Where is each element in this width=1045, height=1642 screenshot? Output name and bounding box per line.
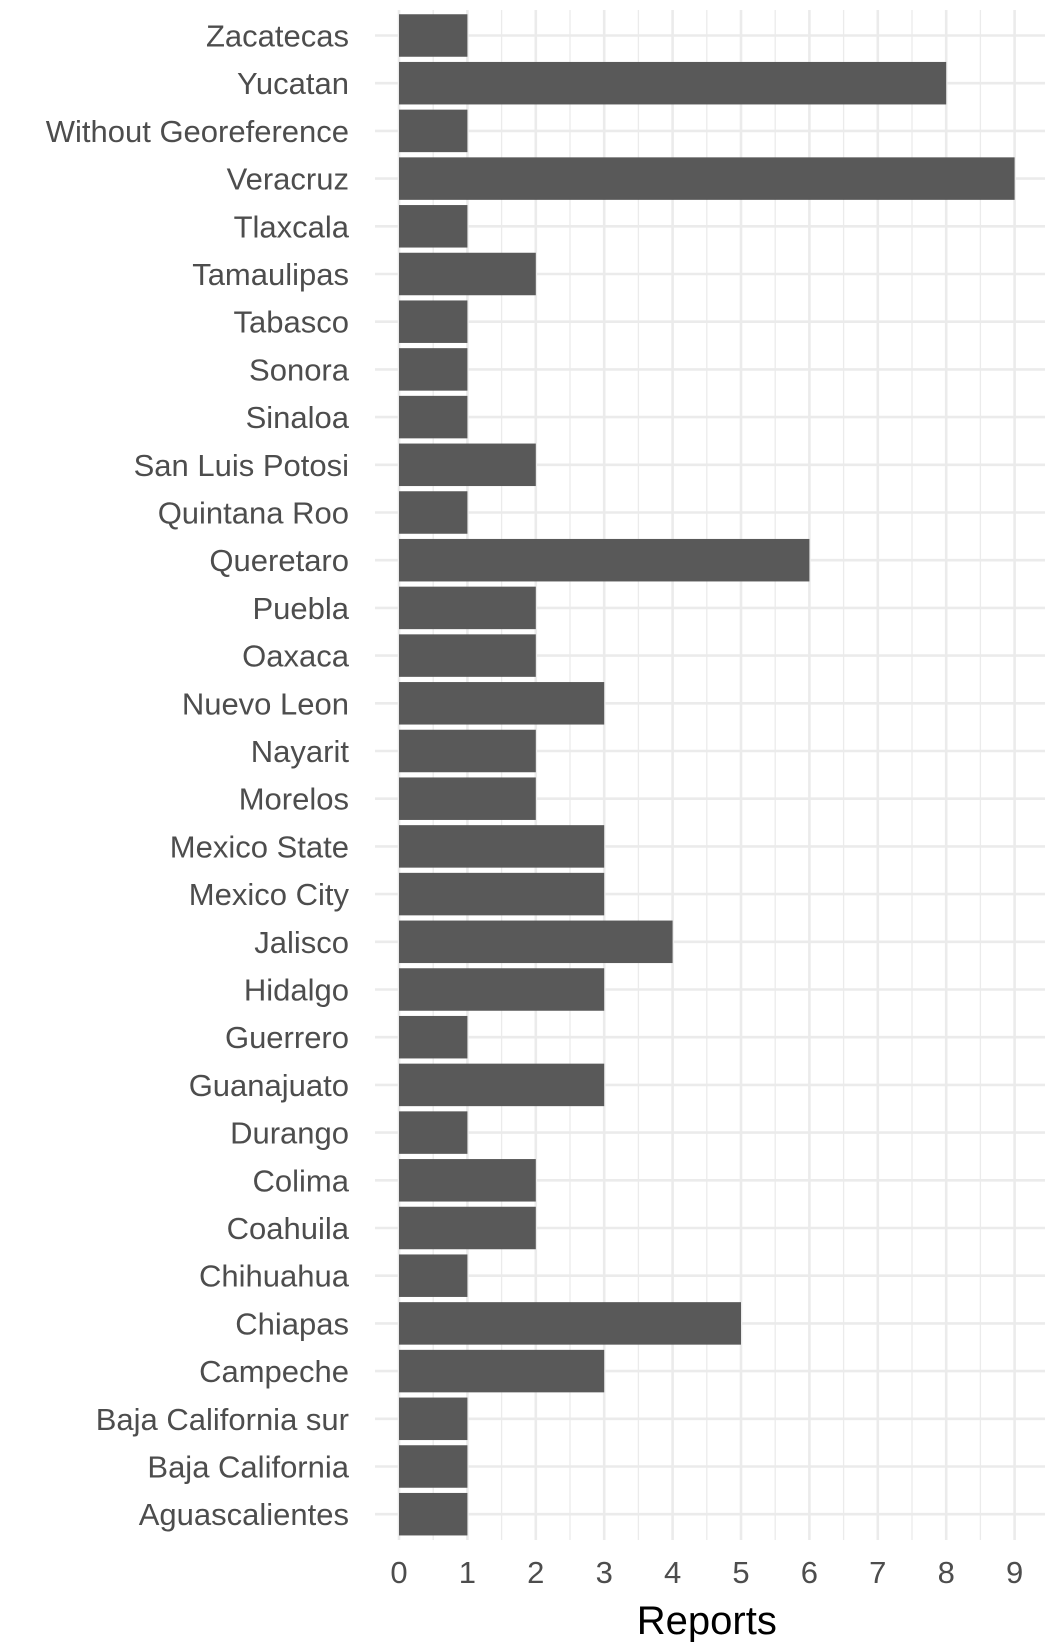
category-label: Aguascalientes (139, 1497, 349, 1532)
category-label: Nayarit (251, 734, 350, 769)
bar (399, 491, 468, 534)
bar (399, 1349, 605, 1393)
category-label: Hidalgo (244, 973, 349, 1008)
x-tick-label: 1 (459, 1555, 476, 1590)
bar (399, 61, 947, 105)
bar (399, 1206, 536, 1250)
bar (399, 586, 536, 630)
bar (399, 109, 468, 153)
x-tick-label: 6 (801, 1555, 818, 1590)
bar (399, 1492, 468, 1536)
bar (399, 729, 536, 773)
bar (399, 300, 468, 343)
bar (399, 1111, 468, 1154)
category-label: Sinaloa (246, 400, 350, 435)
x-tick-label: 5 (732, 1555, 749, 1590)
category-label: Morelos (239, 782, 349, 817)
bar (399, 205, 468, 248)
category-label: Baja California (147, 1450, 349, 1485)
category-label: Coahuila (227, 1211, 350, 1246)
bar (399, 1254, 468, 1297)
category-label: Mexico State (170, 829, 349, 864)
category-label: Chihuahua (199, 1259, 350, 1294)
category-label: Zacatecas (206, 19, 349, 54)
category-label: Veracruz (227, 162, 349, 197)
category-label: Durango (230, 1116, 349, 1151)
x-tick-label: 9 (1006, 1555, 1023, 1590)
bar (399, 348, 468, 391)
bar (399, 157, 1015, 200)
category-label: Nuevo Leon (182, 686, 349, 721)
x-tick-label: 4 (664, 1555, 681, 1590)
bar (399, 1445, 468, 1488)
bar (399, 443, 536, 487)
bar (399, 777, 536, 820)
value-axis-ticks: 0 1 2 3 4 5 6 7 8 9 (390, 1555, 1023, 1590)
category-label: Without Georeference (46, 114, 349, 149)
bar (399, 538, 810, 582)
category-label: Quintana Roo (158, 496, 349, 531)
category-axis-labels: Zacatecas Yucatan Without Georeference Vera… (46, 19, 350, 1533)
bar (399, 1015, 468, 1059)
category-label: Tabasco (234, 305, 349, 340)
category-label: Campeche (199, 1354, 349, 1389)
category-label: Baja California sur (96, 1402, 349, 1437)
category-label: Guerrero (225, 1020, 349, 1055)
bar (399, 872, 605, 916)
bar (399, 968, 605, 1011)
category-label: Queretaro (209, 543, 349, 578)
x-tick-label: 8 (938, 1555, 955, 1590)
bar (399, 14, 468, 57)
x-tick-label: 0 (390, 1555, 407, 1590)
bar (399, 252, 536, 296)
category-label: Chiapas (235, 1306, 349, 1341)
bar (399, 682, 605, 725)
bar (399, 1397, 468, 1441)
category-label: Puebla (252, 591, 349, 626)
category-label: Mexico City (189, 877, 350, 912)
category-label: Guanajuato (189, 1068, 349, 1103)
bar (399, 1063, 605, 1107)
category-label: Tamaulipas (192, 257, 349, 292)
bars (399, 14, 1015, 1536)
category-label: Tlaxcala (234, 209, 350, 244)
bar (399, 825, 605, 868)
bar (399, 1302, 741, 1345)
category-label: Colima (253, 1163, 350, 1198)
bar (399, 1159, 536, 1202)
x-axis-title: Reports (637, 1599, 777, 1642)
category-label: Jalisco (254, 925, 349, 960)
category-label: Oaxaca (242, 639, 350, 674)
x-tick-label: 3 (596, 1555, 613, 1590)
category-label: San Luis Potosi (134, 448, 349, 483)
bar (399, 395, 468, 439)
category-label: Sonora (249, 352, 350, 387)
x-tick-label: 7 (869, 1555, 886, 1590)
bar (399, 920, 673, 964)
category-label: Yucatan (237, 66, 349, 101)
x-tick-label: 2 (527, 1555, 544, 1590)
bar (399, 634, 536, 677)
